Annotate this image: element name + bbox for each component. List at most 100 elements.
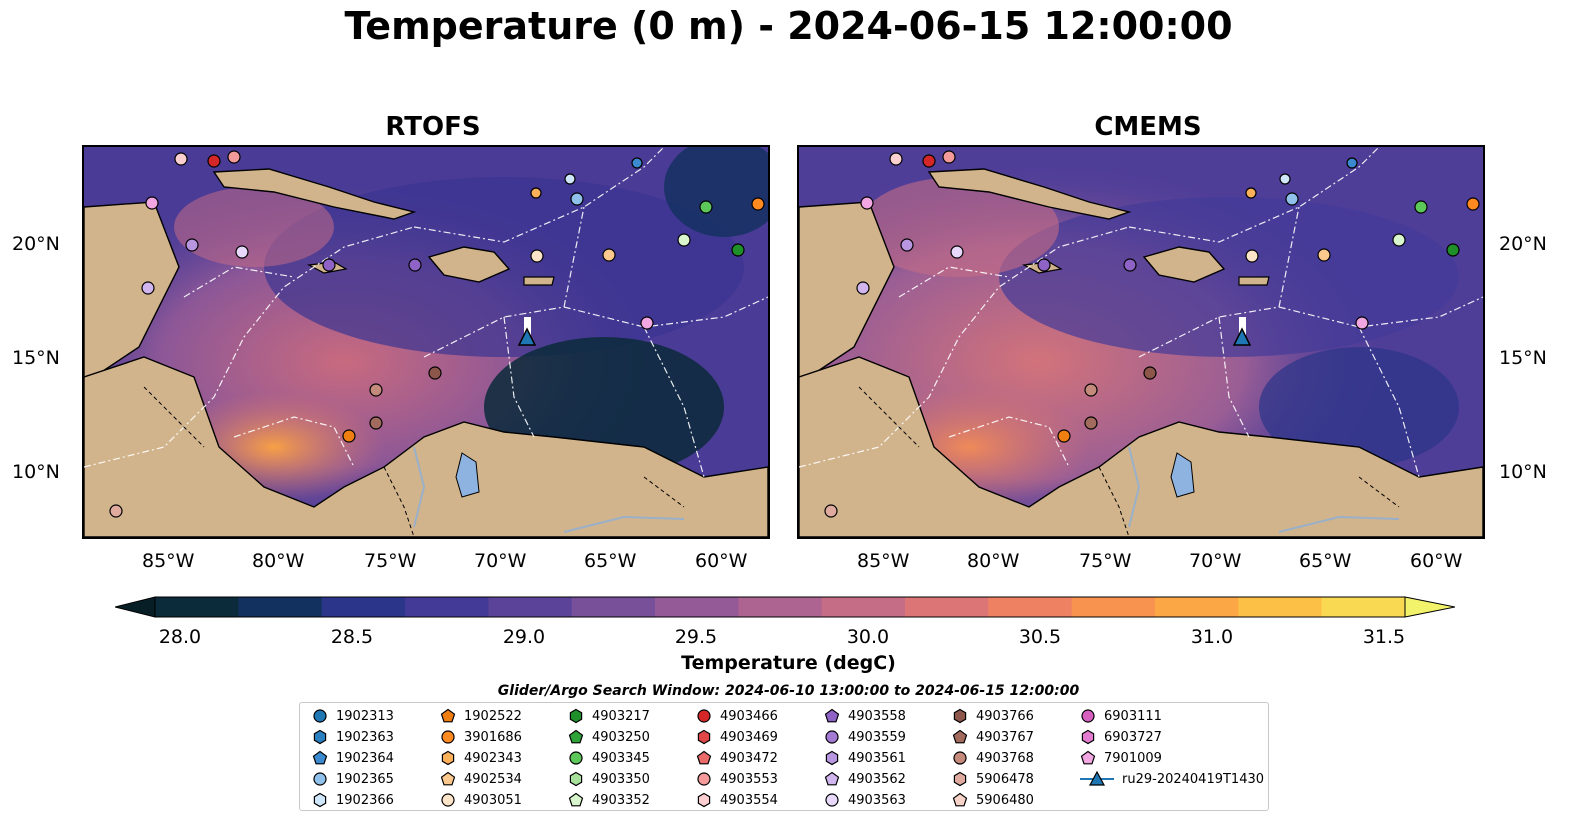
map-panel-cmems	[797, 145, 1485, 539]
legend-item: 4903554	[696, 790, 778, 810]
legend-item: 1902365	[312, 769, 394, 789]
colorbar-bin	[988, 597, 1073, 617]
hexagon-marker-icon	[697, 792, 711, 808]
legend-item: 1902364	[312, 748, 394, 768]
hexagon-marker-icon	[313, 729, 327, 745]
legend-item: 4903561	[824, 748, 906, 768]
lat-label-right-15n: 15°N	[1499, 347, 1547, 369]
legend-item: 7901009	[1080, 748, 1162, 768]
legend-item-label: 4902534	[464, 771, 522, 787]
legend-item-label: 4903345	[592, 750, 650, 766]
legend-item: 4903766	[952, 706, 1034, 726]
colorbar-tick-28-5: 28.5	[330, 626, 374, 648]
legend-item-label: 6903727	[1104, 729, 1162, 745]
pentagon-marker-icon	[440, 708, 456, 723]
pentagon-marker-icon	[440, 771, 456, 786]
legend-item: 5906480	[952, 790, 1034, 810]
lon-label-right-85w: 85°W	[857, 550, 910, 572]
hexagon-marker-icon	[697, 729, 711, 745]
legend-item-label: 4903472	[720, 750, 778, 766]
pentagon-marker-icon	[952, 729, 968, 744]
hexagon-marker-icon	[825, 750, 839, 766]
hexagon-marker-icon	[569, 771, 583, 787]
legend-item-label: 1902522	[464, 708, 522, 724]
hexagon-marker-icon	[1081, 729, 1095, 745]
legend-item: 4903217	[568, 706, 650, 726]
lon-label-right-65w: 65°W	[1299, 550, 1352, 572]
legend-item-label: 4903766	[976, 708, 1034, 724]
colorbar	[115, 596, 1455, 618]
legend-item: 4903250	[568, 727, 650, 747]
triangle-line-marker-icon	[1080, 771, 1114, 786]
hexagon-marker-icon	[313, 792, 327, 808]
colorbar-bin	[1238, 597, 1323, 617]
legend-item-label: 4903562	[848, 771, 906, 787]
legend-item: 4903768	[952, 748, 1034, 768]
colorbar-tick-28-0: 28.0	[158, 626, 202, 648]
pentagon-marker-icon	[824, 771, 840, 786]
legend-item: 5906478	[952, 769, 1034, 789]
lon-label-left-75w: 75°W	[364, 550, 417, 572]
legend-item-label: 4903352	[592, 792, 650, 808]
pentagon-marker-icon	[824, 708, 840, 723]
colorbar-bin	[321, 597, 406, 617]
colorbar-bin	[655, 597, 739, 617]
legend-item: 1902313	[312, 706, 394, 726]
hexagon-marker-icon	[441, 750, 455, 766]
pentagon-marker-icon	[1080, 750, 1096, 765]
circle-marker-icon	[1081, 709, 1095, 723]
pentagon-marker-icon	[696, 750, 712, 765]
circle-marker-icon	[313, 772, 327, 786]
panel-title-rtofs: RTOFS	[385, 112, 481, 142]
legend-item-label: 4903466	[720, 708, 778, 724]
colorbar-bin	[1155, 597, 1239, 617]
legend-item-label: 4903558	[848, 708, 906, 724]
pentagon-marker-icon	[312, 750, 328, 765]
legend-item-label: 4903559	[848, 729, 906, 745]
legend-item: 1902522	[440, 706, 522, 726]
colorbar-bin	[738, 597, 823, 617]
colorbar-bin	[905, 597, 989, 617]
legend-item-label: 1902366	[336, 792, 394, 808]
legend-item: 6903727	[1080, 727, 1162, 747]
legend-item: 4903466	[696, 706, 778, 726]
legend-item-label: 3901686	[464, 729, 522, 745]
legend-item: 4903350	[568, 769, 650, 789]
lon-label-right-80w: 80°W	[967, 550, 1020, 572]
legend-item: 4903472	[696, 748, 778, 768]
pentagon-marker-icon	[568, 792, 584, 807]
circle-marker-icon	[569, 751, 583, 765]
map-rtofs	[84, 147, 768, 537]
legend-item-label: 1902365	[336, 771, 394, 787]
legend-item-label: 6903111	[1104, 708, 1162, 724]
legend-item-label: 4903767	[976, 729, 1034, 745]
legend-item: 3901686	[440, 727, 522, 747]
colorbar-bin	[488, 597, 573, 617]
colorbar-bin	[1071, 597, 1156, 617]
legend-item-label: 4903250	[592, 729, 650, 745]
circle-marker-icon	[953, 751, 967, 765]
legend-item-label: 4903350	[592, 771, 650, 787]
legend-item: 4902534	[440, 769, 522, 789]
legend-item: 4903563	[824, 790, 906, 810]
colorbar-bin	[1321, 597, 1406, 617]
lon-label-left-70w: 70°W	[474, 550, 527, 572]
pentagon-marker-icon	[568, 729, 584, 744]
legend-item: 4903469	[696, 727, 778, 747]
circle-marker-icon	[441, 793, 455, 807]
map-cmems	[799, 147, 1483, 537]
legend-item: 4903558	[824, 706, 906, 726]
lon-label-left-80w: 80°W	[252, 550, 305, 572]
hexagon-marker-icon	[569, 708, 583, 724]
lat-label-left-20n: 20°N	[12, 233, 60, 255]
legend-item-label: 1902363	[336, 729, 394, 745]
lon-label-left-60w: 60°W	[695, 550, 748, 572]
lon-label-left-65w: 65°W	[584, 550, 637, 572]
legend-item-label: 1902313	[336, 708, 394, 724]
legend-item-label: 5906478	[976, 771, 1034, 787]
legend-item: 4902343	[440, 748, 522, 768]
legend-item: 1902366	[312, 790, 394, 810]
legend-item: 4903562	[824, 769, 906, 789]
colorbar-bin	[821, 597, 906, 617]
legend-item-label: ru29-20240419T1430	[1122, 771, 1265, 787]
